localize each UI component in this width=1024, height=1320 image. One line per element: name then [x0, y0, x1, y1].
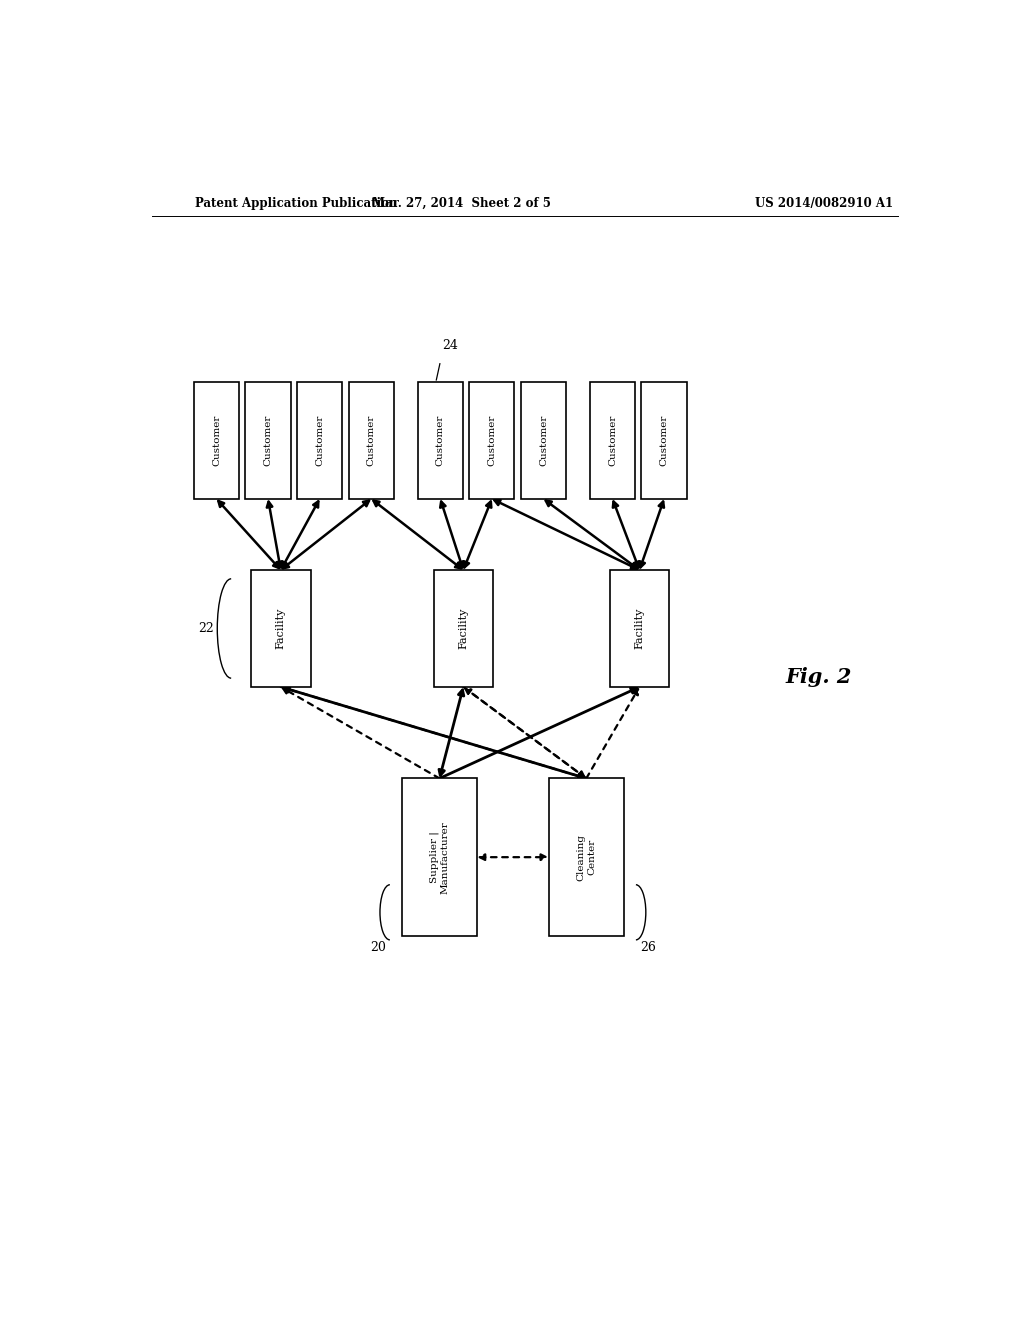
FancyBboxPatch shape: [609, 570, 670, 686]
Text: 20: 20: [370, 941, 386, 953]
Text: Supplier |
Manufacturer: Supplier | Manufacturer: [429, 821, 450, 894]
FancyBboxPatch shape: [641, 381, 687, 499]
Text: 22: 22: [198, 622, 214, 635]
Text: Customer: Customer: [436, 414, 444, 466]
FancyBboxPatch shape: [348, 381, 394, 499]
FancyBboxPatch shape: [297, 381, 342, 499]
Text: Cleaning
Center: Cleaning Center: [577, 834, 596, 880]
Text: 26: 26: [640, 941, 655, 953]
Text: Facility: Facility: [459, 607, 468, 649]
Text: Customer: Customer: [263, 414, 272, 466]
FancyBboxPatch shape: [246, 381, 291, 499]
Text: Customer: Customer: [659, 414, 669, 466]
FancyBboxPatch shape: [433, 570, 494, 686]
Text: Customer: Customer: [212, 414, 221, 466]
FancyBboxPatch shape: [590, 381, 635, 499]
FancyBboxPatch shape: [549, 779, 624, 936]
Text: Facility: Facility: [275, 607, 286, 649]
Text: Customer: Customer: [487, 414, 497, 466]
FancyBboxPatch shape: [401, 779, 477, 936]
Text: US 2014/0082910 A1: US 2014/0082910 A1: [755, 197, 893, 210]
Text: Mar. 27, 2014  Sheet 2 of 5: Mar. 27, 2014 Sheet 2 of 5: [372, 197, 551, 210]
Text: Fig. 2: Fig. 2: [785, 667, 852, 686]
FancyBboxPatch shape: [251, 570, 310, 686]
Text: Facility: Facility: [635, 607, 644, 649]
FancyBboxPatch shape: [469, 381, 514, 499]
Text: Patent Application Publication: Patent Application Publication: [196, 197, 398, 210]
Text: 24: 24: [442, 338, 458, 351]
Text: Customer: Customer: [315, 414, 325, 466]
Text: Customer: Customer: [367, 414, 376, 466]
FancyBboxPatch shape: [418, 381, 463, 499]
FancyBboxPatch shape: [521, 381, 566, 499]
Text: Customer: Customer: [539, 414, 548, 466]
Text: Customer: Customer: [608, 414, 617, 466]
FancyBboxPatch shape: [194, 381, 240, 499]
